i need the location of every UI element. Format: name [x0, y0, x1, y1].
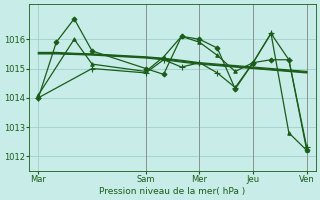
X-axis label: Pression niveau de la mer( hPa ): Pression niveau de la mer( hPa ): [100, 187, 246, 196]
